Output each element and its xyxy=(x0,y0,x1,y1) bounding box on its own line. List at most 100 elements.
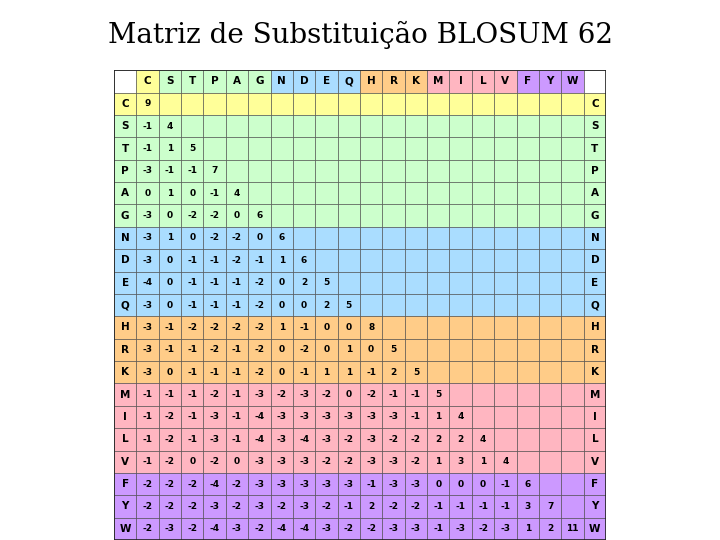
Bar xyxy=(114,160,136,182)
Text: Y: Y xyxy=(546,76,554,86)
Bar xyxy=(427,450,449,473)
Bar xyxy=(204,316,226,339)
Bar xyxy=(405,339,427,361)
Bar xyxy=(114,92,136,115)
Text: 11: 11 xyxy=(566,524,579,534)
Bar xyxy=(427,316,449,339)
Bar xyxy=(472,361,494,383)
Text: S: S xyxy=(591,121,598,131)
Bar xyxy=(114,205,136,227)
Text: -2: -2 xyxy=(254,368,264,377)
Bar xyxy=(293,518,315,540)
Bar xyxy=(181,182,204,205)
Bar xyxy=(293,361,315,383)
Bar xyxy=(315,160,338,182)
Bar xyxy=(271,316,293,339)
Text: -2: -2 xyxy=(276,390,287,399)
Text: 0: 0 xyxy=(458,480,464,489)
Text: -1: -1 xyxy=(143,122,153,131)
Bar xyxy=(338,518,360,540)
Bar xyxy=(158,518,181,540)
Bar xyxy=(338,227,360,249)
Bar xyxy=(338,182,360,205)
Bar xyxy=(181,406,204,428)
Text: 0: 0 xyxy=(167,278,173,287)
Bar xyxy=(226,428,248,450)
Bar xyxy=(427,383,449,406)
Bar xyxy=(405,92,427,115)
Bar xyxy=(248,518,271,540)
Bar xyxy=(494,249,517,272)
Bar xyxy=(360,383,382,406)
Bar xyxy=(405,473,427,495)
Bar xyxy=(360,294,382,316)
Bar xyxy=(427,115,449,137)
Text: I: I xyxy=(123,412,127,422)
Bar xyxy=(158,339,181,361)
Text: -3: -3 xyxy=(276,413,287,421)
Bar xyxy=(158,294,181,316)
Bar xyxy=(405,316,427,339)
Bar xyxy=(136,518,158,540)
Text: -2: -2 xyxy=(366,524,376,534)
Bar xyxy=(226,406,248,428)
Bar xyxy=(427,182,449,205)
Text: -3: -3 xyxy=(143,368,153,377)
Bar xyxy=(315,70,338,92)
Text: -3: -3 xyxy=(299,457,309,466)
Bar xyxy=(181,428,204,450)
Bar xyxy=(449,160,472,182)
Bar xyxy=(405,450,427,473)
Bar xyxy=(226,518,248,540)
Bar xyxy=(136,294,158,316)
Text: -2: -2 xyxy=(389,502,399,511)
Bar xyxy=(271,137,293,160)
Bar xyxy=(584,205,606,227)
Bar xyxy=(539,518,562,540)
Text: -1: -1 xyxy=(187,256,197,265)
Text: -2: -2 xyxy=(187,524,197,534)
Bar xyxy=(226,383,248,406)
Bar xyxy=(427,473,449,495)
Bar xyxy=(539,406,562,428)
Text: M: M xyxy=(590,389,600,400)
Text: -3: -3 xyxy=(143,323,153,332)
Bar xyxy=(114,518,136,540)
Text: 0: 0 xyxy=(435,480,441,489)
Bar xyxy=(539,182,562,205)
Bar xyxy=(248,70,271,92)
Bar xyxy=(562,316,584,339)
Text: -4: -4 xyxy=(299,435,309,444)
Text: 1: 1 xyxy=(167,189,173,198)
Bar xyxy=(315,272,338,294)
Bar xyxy=(204,383,226,406)
Text: V: V xyxy=(501,76,510,86)
Bar xyxy=(562,294,584,316)
Text: -2: -2 xyxy=(254,346,264,354)
Bar xyxy=(181,361,204,383)
Bar xyxy=(136,428,158,450)
Text: -1: -1 xyxy=(143,435,153,444)
Bar xyxy=(562,383,584,406)
Bar xyxy=(472,160,494,182)
Bar xyxy=(248,182,271,205)
Text: 0: 0 xyxy=(301,301,307,309)
Text: Y: Y xyxy=(591,502,598,511)
Bar xyxy=(382,182,405,205)
Bar xyxy=(271,518,293,540)
Bar xyxy=(360,227,382,249)
Bar xyxy=(517,383,539,406)
Text: -2: -2 xyxy=(143,480,153,489)
Bar xyxy=(226,70,248,92)
Bar xyxy=(248,272,271,294)
Bar xyxy=(248,115,271,137)
Bar xyxy=(136,115,158,137)
Bar xyxy=(449,249,472,272)
Text: W: W xyxy=(120,524,131,534)
Bar xyxy=(562,182,584,205)
Text: 0: 0 xyxy=(323,323,330,332)
Text: 0: 0 xyxy=(189,233,195,242)
Text: -2: -2 xyxy=(165,413,175,421)
Text: 1: 1 xyxy=(346,368,352,377)
Bar xyxy=(472,383,494,406)
